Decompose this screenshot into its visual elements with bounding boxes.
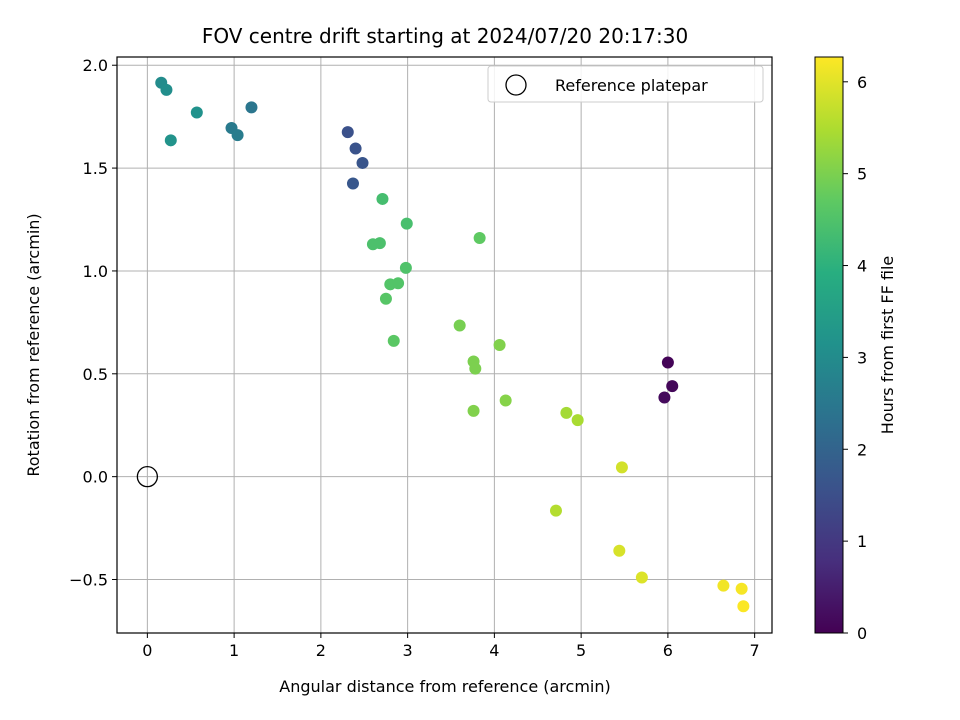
- data-point: [737, 600, 750, 613]
- data-point: [341, 126, 354, 139]
- x-tick-label: 7: [750, 641, 760, 660]
- colorbar-tick-label: 3: [857, 348, 867, 367]
- data-point: [615, 461, 628, 474]
- data-point: [231, 129, 244, 142]
- data-point: [549, 504, 562, 517]
- legend: Reference platepar: [487, 65, 764, 103]
- data-point: [661, 356, 674, 369]
- legend-box: [487, 65, 764, 103]
- data-point: [376, 192, 389, 205]
- data-point: [356, 156, 369, 169]
- x-tick-label: 3: [403, 641, 413, 660]
- data-point: [373, 237, 386, 250]
- data-point: [467, 404, 480, 417]
- legend-marker-reference: [505, 74, 527, 96]
- data-point: [379, 292, 392, 305]
- x-tick-label: 4: [489, 641, 499, 660]
- data-point: [387, 334, 400, 347]
- y-axis-title: Rotation from reference (arcmin): [24, 213, 43, 476]
- data-point: [190, 106, 203, 119]
- y-tick-label: 0.0: [83, 468, 108, 487]
- data-point: [245, 101, 258, 114]
- x-tick-label: 5: [576, 641, 586, 660]
- data-point: [392, 277, 405, 290]
- data-point: [399, 261, 412, 274]
- y-tick-label: 2.0: [83, 56, 108, 75]
- y-tick-label: −0.5: [69, 571, 108, 590]
- colorbar-label: Hours from first FF file: [878, 256, 897, 435]
- x-tick-label: 2: [316, 641, 326, 660]
- data-point: [666, 380, 679, 393]
- colorbar-tick-label: 5: [857, 165, 867, 184]
- colorbar-tick-label: 6: [857, 73, 867, 92]
- y-tick-label: 1.5: [83, 159, 108, 178]
- colorbar-tick-label: 1: [857, 532, 867, 551]
- plot-frame: [116, 56, 773, 634]
- y-ticks: −0.5 0.0 0.5 1.0 1.5 2.0: [69, 56, 117, 590]
- data-point: [453, 319, 466, 332]
- x-tick-label: 6: [663, 641, 673, 660]
- data-point: [735, 582, 748, 595]
- data-point: [560, 406, 573, 419]
- gridlines: [117, 57, 772, 633]
- data-point: [613, 544, 626, 557]
- data-point: [346, 177, 359, 190]
- colorbar-tick-label: 4: [857, 257, 867, 276]
- y-tick-label: 1.0: [83, 262, 108, 281]
- x-axis-title: Angular distance from reference (arcmin): [279, 677, 610, 696]
- reference-marker: [136, 466, 159, 488]
- colorbar-tick-label: 0: [857, 624, 867, 643]
- data-point: [164, 134, 177, 147]
- x-tick-label: 1: [229, 641, 239, 660]
- y-tick-label: 0.5: [83, 365, 108, 384]
- plot-points: [155, 76, 750, 613]
- data-point: [635, 571, 648, 584]
- data-point: [469, 362, 482, 375]
- colorbar: 0 1 2 3 4 5 6 Hours from first FF file: [814, 56, 897, 643]
- colorbar-ticks: 0 1 2 3 4 5 6: [843, 73, 867, 643]
- x-ticks: 0 1 2 3 4 5 6 7: [142, 633, 760, 660]
- reference-marker-group: [136, 466, 159, 488]
- chart-title: FOV centre drift starting at 2024/07/20 …: [202, 24, 688, 48]
- data-point: [499, 394, 512, 407]
- data-point: [493, 339, 506, 351]
- colorbar-gradient: [814, 56, 844, 634]
- data-point: [400, 217, 413, 230]
- data-point: [160, 83, 173, 96]
- data-point: [349, 142, 362, 155]
- data-point: [717, 579, 730, 592]
- data-point: [658, 391, 671, 404]
- legend-label-reference: Reference platepar: [555, 76, 708, 95]
- data-point: [571, 414, 584, 427]
- colorbar-tick-label: 2: [857, 440, 867, 459]
- data-point: [473, 232, 486, 245]
- x-tick-label: 0: [142, 641, 152, 660]
